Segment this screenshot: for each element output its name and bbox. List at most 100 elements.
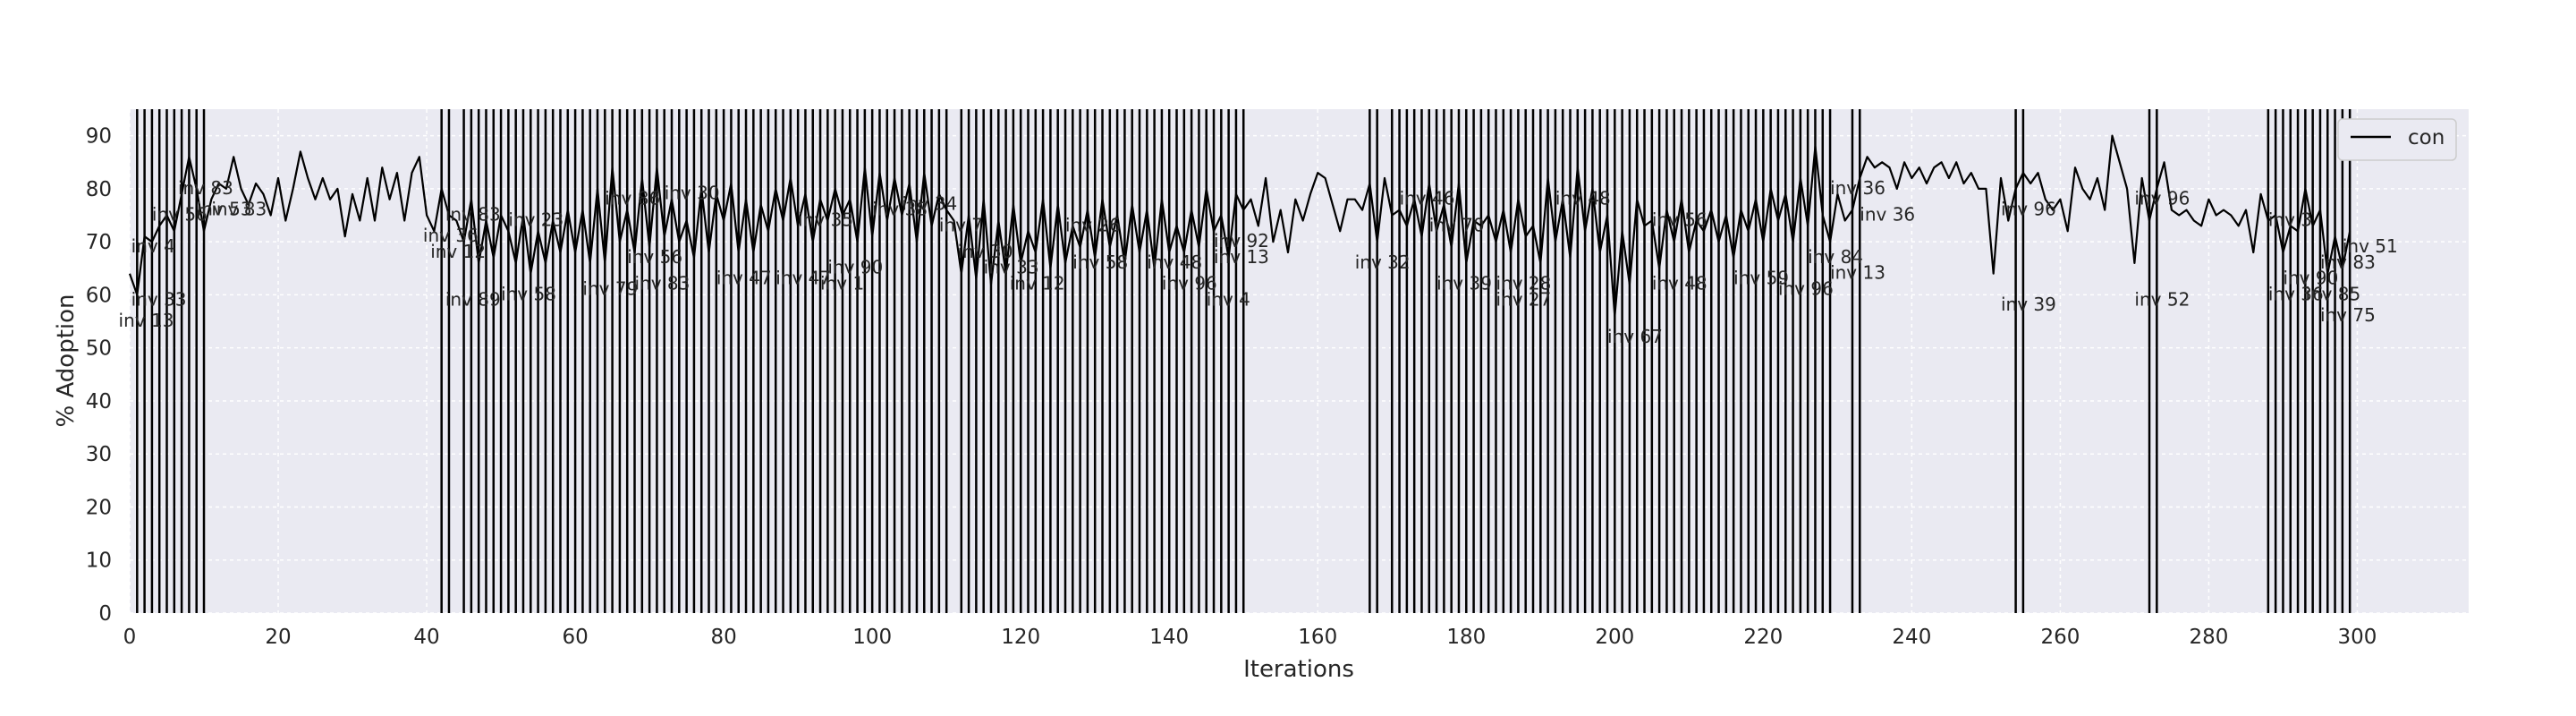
annotation-label: inv 13: [119, 310, 174, 331]
annotation-label: inv 23: [508, 209, 564, 230]
annotation-label: inv 13: [1830, 262, 1885, 284]
x-tick-label: 260: [2040, 626, 2080, 649]
x-tick-labels: 0 20 40 60 80 100 120 140 160 180 200 220 240 260 280 3…: [123, 626, 2377, 649]
legend: con: [2337, 118, 2457, 161]
annotation-label: inv 58: [501, 283, 556, 304]
annotation-label: inv 86: [605, 188, 660, 209]
annotation-label: inv 1: [820, 272, 864, 294]
annotation-label: inv 85: [2305, 283, 2360, 304]
annotation-label: inv 51: [2343, 235, 2398, 257]
annotation-label: inv 96: [2134, 188, 2190, 209]
x-tick-label: 300: [2338, 626, 2377, 649]
annotation-label: inv 83: [2320, 251, 2376, 273]
annotation-label: inv 38: [872, 199, 928, 220]
annotation-label: inv 33: [131, 288, 187, 310]
annotation-label: inv 36: [1860, 203, 1915, 225]
series-line-con: [128, 134, 2351, 318]
y-tick-label: 70: [86, 231, 112, 254]
annotation-label: inv 30: [958, 241, 1013, 262]
annotation-label: inv 67: [1607, 326, 1663, 347]
annotation-label: inv 36: [2268, 283, 2324, 304]
x-axis-title: Iterations: [1243, 656, 1354, 683]
annotation-label: inv 75: [2320, 304, 2376, 326]
annotation-label: inv 47: [775, 268, 831, 289]
annotation-label: inv 7: [939, 214, 983, 235]
annotation-label: inv 39: [1436, 272, 1492, 294]
y-tick-label: 30: [86, 443, 112, 466]
annotation-label: inv 26: [1065, 214, 1121, 235]
annotation-label: inv 4: [131, 235, 175, 257]
x-tick-label: 220: [1743, 626, 1783, 649]
x-tick-label: 200: [1595, 626, 1634, 649]
annotation-label: inv 92: [1214, 230, 1269, 251]
legend-box: [2337, 118, 2457, 161]
annotation-label: inv 13: [1214, 246, 1269, 268]
annotation-label: inv 30: [665, 183, 720, 204]
annotation-label: inv 83: [211, 199, 267, 220]
annotation-label: inv 96: [2001, 199, 2056, 220]
annotation-label: inv 12: [1010, 272, 1065, 294]
plot-background: [130, 109, 2469, 613]
x-tick-label: 180: [1446, 626, 1486, 649]
annotation-label: inv 36: [423, 225, 479, 246]
annotation-label: inv 96: [1162, 272, 1217, 294]
annotation-label: inv 56: [1652, 209, 1707, 230]
x-tick-label: 140: [1149, 626, 1189, 649]
annotation-label: inv 48: [1555, 188, 1611, 209]
y-axis-title: % Adoption: [53, 294, 80, 427]
annotation-label: inv 96: [1778, 277, 1834, 299]
annotation-label: inv 4: [1207, 288, 1250, 310]
x-tick-label: 120: [1001, 626, 1040, 649]
y-tick-labels: 0 10 20 30 40 50 60 70 80 90: [86, 125, 112, 626]
x-tick-label: 240: [1892, 626, 1931, 649]
annotation-label: inv 36: [1830, 177, 1885, 199]
annotation-label: inv 58: [1072, 251, 1128, 273]
annotation-label: inv 89: [445, 288, 501, 310]
y-tick-label: 0: [98, 602, 112, 626]
annotation-label: inv 47: [716, 268, 772, 289]
annotation-label: inv 33: [984, 257, 1039, 278]
x-tick-label: 280: [2189, 626, 2228, 649]
y-tick-label: 50: [86, 337, 112, 361]
x-tick-label: 60: [562, 626, 588, 649]
annotation-label: inv 27: [1496, 288, 1551, 310]
y-tick-label: 10: [86, 550, 112, 573]
x-tick-label: 100: [852, 626, 892, 649]
annotation-label: inv 83: [635, 272, 691, 294]
annotation-label: inv 12: [430, 241, 486, 262]
x-tick-label: 0: [123, 626, 137, 649]
y-tick-label: 20: [86, 496, 112, 519]
annotation-label: inv 83: [445, 203, 501, 225]
y-tick-label: 40: [86, 390, 112, 413]
series-layer: [128, 134, 2351, 318]
y-tick-label: 90: [86, 125, 112, 149]
annotation-label: inv 34: [902, 193, 957, 215]
annotation-label: inv 53: [197, 199, 252, 220]
annotation-label: inv 39: [2001, 294, 2056, 315]
annotation-label: inv 59: [1733, 268, 1789, 289]
annotation-label: inv 56: [627, 246, 682, 268]
intervention-lines: [136, 109, 2351, 613]
annotation-label: inv 70: [1429, 214, 1485, 235]
annotation-label: inv 90: [827, 257, 883, 278]
annotation-label: inv 28: [1496, 272, 1551, 294]
annotation-label: inv 46: [1400, 188, 1455, 209]
annotation-label: inv 48: [1652, 272, 1707, 294]
annotation-label: inv 32: [1355, 251, 1411, 273]
x-tick-label: 40: [413, 626, 439, 649]
annotation-label: inv 3: [2268, 209, 2312, 230]
x-tick-label: 80: [710, 626, 736, 649]
annotation-label: inv 84: [1808, 246, 1863, 268]
annotation-label: inv 48: [1147, 251, 1202, 273]
y-tick-label: 60: [86, 284, 112, 307]
annotation-label: inv 79: [582, 277, 638, 299]
y-tick-label: 80: [86, 178, 112, 201]
legend-label-con: con: [2408, 126, 2445, 149]
annotation-label: inv 83: [178, 177, 233, 199]
x-tick-label: 20: [265, 626, 291, 649]
x-tick-label: 160: [1298, 626, 1337, 649]
annotation-label: inv 90: [2283, 268, 2338, 289]
annotation-label: inv 56: [152, 203, 208, 225]
